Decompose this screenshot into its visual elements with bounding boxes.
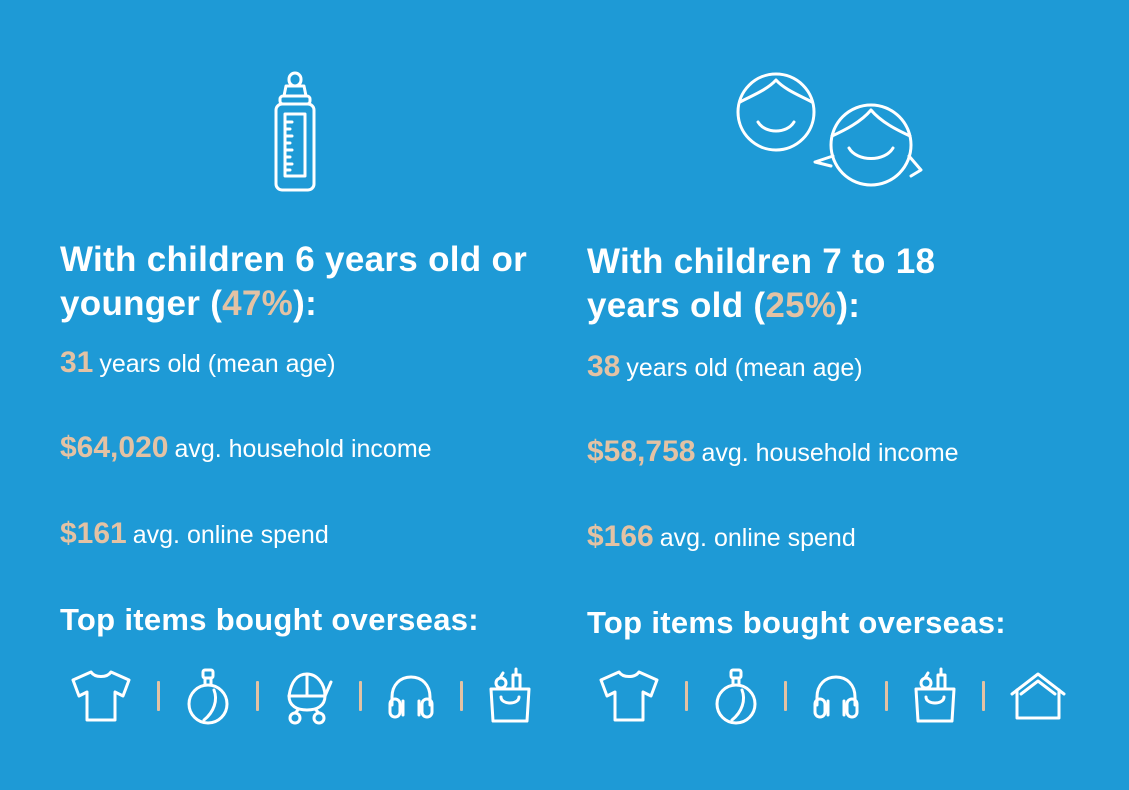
stat-label: years old (mean age) bbox=[626, 354, 863, 382]
heading-suffix: ): bbox=[293, 284, 318, 323]
top-items-title: Top items bought overseas: bbox=[587, 605, 1006, 640]
home-icon bbox=[1010, 672, 1066, 720]
headphones-icon bbox=[388, 675, 434, 719]
segment-older-children: With children 7 to 18 years old (25%): 3… bbox=[587, 0, 1087, 790]
stat-label: avg. household income bbox=[174, 435, 432, 463]
mean-age-stat: 38 years old (mean age) bbox=[587, 350, 863, 384]
stat-value: 38 bbox=[587, 350, 621, 383]
top-items-list bbox=[69, 666, 533, 726]
separator bbox=[157, 681, 160, 711]
stat-label: avg. online spend bbox=[132, 521, 329, 549]
online-spend-stat: $161 avg. online spend bbox=[60, 517, 329, 551]
top-items-title: Top items bought overseas: bbox=[60, 602, 479, 637]
stat-label: years old (mean age) bbox=[99, 350, 336, 378]
stat-value: $161 bbox=[60, 517, 127, 550]
grocery-bag-icon bbox=[914, 667, 956, 723]
stroller-icon bbox=[287, 672, 333, 725]
headphones-icon bbox=[813, 675, 859, 719]
segment-share: 25% bbox=[765, 286, 837, 325]
stat-value: 31 bbox=[60, 346, 94, 379]
separator bbox=[256, 681, 259, 711]
household-income-stat: $58,758 avg. household income bbox=[587, 435, 959, 469]
online-spend-stat: $166 avg. online spend bbox=[587, 520, 856, 554]
separator bbox=[982, 681, 985, 711]
stat-value: $64,020 bbox=[60, 431, 169, 464]
clothing-icon bbox=[599, 670, 659, 722]
stat-label: avg. online spend bbox=[659, 524, 856, 552]
perfume-icon bbox=[715, 668, 757, 725]
mean-age-stat: 31 years old (mean age) bbox=[60, 346, 336, 380]
top-items-list bbox=[597, 666, 1067, 726]
stat-value: $58,758 bbox=[587, 435, 696, 468]
household-income-stat: $64,020 avg. household income bbox=[60, 431, 432, 465]
perfume-icon bbox=[187, 668, 229, 725]
segment-young-children: With children 6 years old or younger (47… bbox=[60, 0, 560, 790]
separator bbox=[885, 681, 888, 711]
separator bbox=[359, 681, 362, 711]
segment-share: 47% bbox=[222, 284, 294, 323]
stat-value: $166 bbox=[587, 520, 654, 553]
grocery-bag-icon bbox=[489, 667, 531, 723]
separator bbox=[685, 681, 688, 711]
heading-text: With children 7 to 18 years old ( bbox=[587, 242, 936, 325]
separator bbox=[784, 681, 787, 711]
segment-heading: With children 7 to 18 years old (25%): bbox=[587, 240, 987, 328]
segment-heading: With children 6 years old or younger (47… bbox=[60, 238, 530, 326]
baby-bottle-icon bbox=[274, 71, 316, 192]
heading-suffix: ): bbox=[836, 286, 861, 325]
stat-label: avg. household income bbox=[701, 439, 959, 467]
clothing-icon bbox=[71, 670, 131, 722]
children-faces-icon bbox=[736, 72, 923, 187]
separator bbox=[460, 681, 463, 711]
heading-text: With children 6 years old or younger ( bbox=[60, 240, 528, 323]
